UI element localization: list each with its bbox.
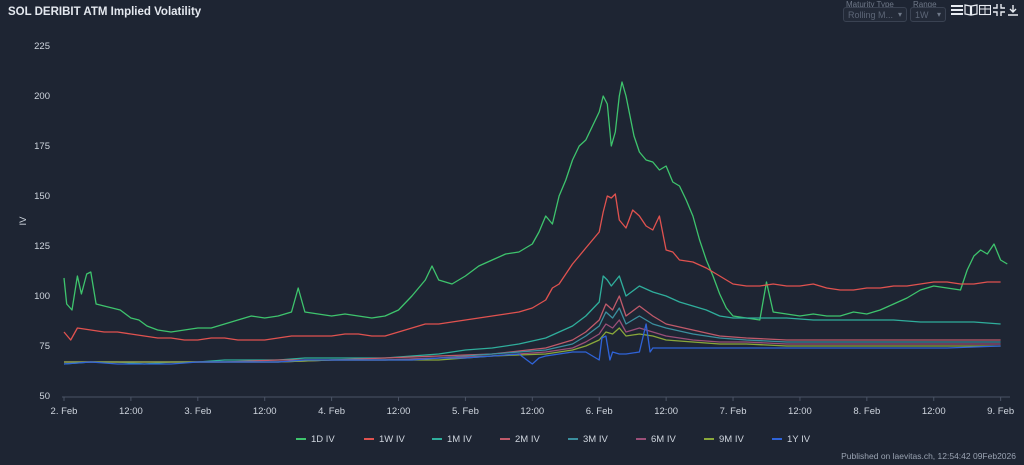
y-tick-label: 225 [34, 41, 50, 52]
legend-item[interactable]: 6M IV [636, 434, 676, 445]
legend-item[interactable]: 2M IV [500, 434, 540, 445]
menu-icon[interactable] [950, 4, 964, 18]
x-tick-label: 12:00 [654, 406, 678, 417]
y-tick-label: 50 [39, 391, 50, 402]
chart-title: SOL DERIBIT ATM Implied Volatility [8, 6, 202, 18]
range-value: 1W [915, 10, 929, 20]
x-tick-label: 12:00 [253, 406, 277, 417]
y-tick-label: 175 [34, 141, 50, 152]
x-tick-label: 2. Feb [51, 406, 78, 417]
x-tick-label: 7. Feb [720, 406, 747, 417]
x-tick-label: 12:00 [520, 406, 544, 417]
x-tick-label: 8. Feb [853, 406, 880, 417]
legend-item[interactable]: 1M IV [432, 434, 472, 445]
collapse-icon[interactable] [992, 4, 1006, 18]
x-axis: 2. Feb 12:00 3. Feb 12:00 4. Feb 12:00 5. Feb 1… [51, 396, 1014, 417]
legend: 1D IV 1W IV 1M IV 2M IV 3M IV 6M IV 9M IV 1Y IV [296, 434, 811, 445]
legend-label: 2M IV [515, 434, 540, 445]
legend-label: 1Y IV [787, 434, 811, 445]
maturity-type-select[interactable]: Rolling M... ▾ [843, 7, 907, 22]
x-tick-label: 12:00 [922, 406, 946, 417]
range-label: Range [913, 0, 937, 9]
legend-label: 1W IV [379, 434, 406, 445]
legend-label: 1M IV [447, 434, 472, 445]
y-axis-label: IV [18, 216, 29, 226]
legend-label: 9M IV [719, 434, 744, 445]
legend-item[interactable]: 1Y IV [772, 434, 811, 445]
y-tick-label: 125 [34, 241, 50, 252]
x-tick-label: 9. Feb [987, 406, 1014, 417]
legend-item[interactable]: 1D IV [296, 434, 335, 445]
legend-label: 1D IV [311, 434, 335, 445]
download-icon[interactable] [1006, 4, 1020, 18]
chevron-down-icon: ▾ [936, 10, 941, 19]
legend-label: 3M IV [583, 434, 608, 445]
series-line-1d-iv[interactable] [63, 81, 1008, 333]
table-icon[interactable] [978, 4, 992, 18]
legend-item[interactable]: 3M IV [568, 434, 608, 445]
x-tick-label: 5. Feb [452, 406, 479, 417]
series-line-9m-iv[interactable] [64, 327, 1001, 363]
x-tick-label: 4. Feb [318, 406, 345, 417]
legend-label: 6M IV [651, 434, 676, 445]
legend-item[interactable]: 9M IV [704, 434, 744, 445]
chevron-down-icon: ▾ [897, 10, 902, 19]
book-icon[interactable] [964, 4, 978, 18]
x-tick-label: 12:00 [119, 406, 143, 417]
series-layer [63, 81, 1008, 365]
y-tick-label: 75 [39, 341, 50, 352]
series-line-1w-iv[interactable] [63, 193, 1001, 341]
published-note: Published on laevitas.ch, 12:54:42 09Feb… [841, 451, 1016, 461]
x-tick-label: 6. Feb [586, 406, 613, 417]
x-tick-label: 12:00 [387, 406, 411, 417]
y-tick-label: 200 [34, 91, 50, 102]
maturity-type-value: Rolling M... [848, 10, 894, 20]
range-select[interactable]: 1W ▾ [910, 7, 946, 22]
series-line-1y-iv[interactable] [63, 323, 1001, 365]
x-tick-label: 12:00 [788, 406, 812, 417]
series-line-2m-iv[interactable] [64, 295, 1001, 363]
y-tick-label: 150 [34, 191, 50, 202]
x-tick-label: 3. Feb [184, 406, 211, 417]
maturity-type-label: Maturity Type [846, 0, 894, 9]
legend-item[interactable]: 1W IV [364, 434, 406, 445]
y-tick-label: 100 [34, 291, 50, 302]
y-axis: 50 75 100 125 150 175 200 225 IV [18, 41, 50, 402]
